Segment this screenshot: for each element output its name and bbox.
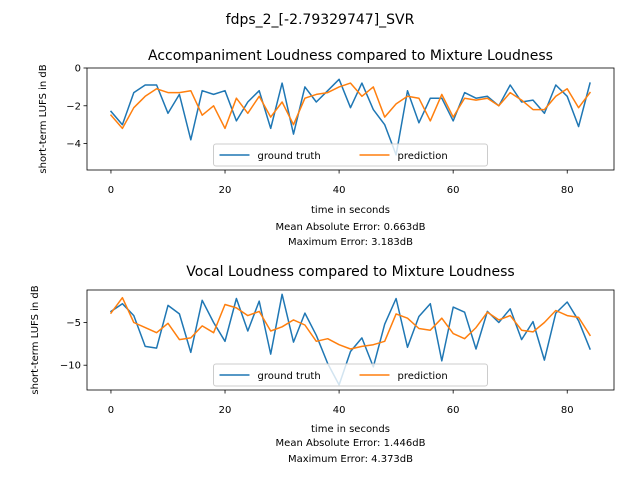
- x-tick-label: 80: [561, 185, 574, 196]
- x-tick-label: 20: [219, 185, 232, 196]
- figure-suptitle: fdps_2_[-2.79329747]_SVR: [226, 12, 415, 28]
- x-tick-label: 80: [561, 405, 574, 416]
- y-tick-label: −4: [66, 139, 81, 150]
- series-line-prediction: [109, 82, 592, 130]
- legend-label: prediction: [398, 371, 448, 382]
- y-tick-label: −5: [66, 318, 81, 329]
- x-axis-label: time in seconds: [311, 205, 390, 216]
- x-tick-label: 60: [447, 405, 460, 416]
- accompaniment-chart: Accompaniment Loudness compared to Mixtu…: [38, 48, 615, 248]
- y-axis-label: short-term LUFS in dB: [38, 64, 49, 173]
- chart-title: Accompaniment Loudness compared to Mixtu…: [148, 48, 553, 64]
- error-metric-label: Mean Absolute Error: 0.663dB: [276, 222, 426, 233]
- legend-label: ground truth: [258, 371, 321, 382]
- chart-title: Vocal Loudness compared to Mixture Loudn…: [186, 264, 514, 280]
- error-metric-label: Mean Absolute Error: 1.446dB: [276, 438, 426, 449]
- x-tick-label: 60: [447, 185, 460, 196]
- legend: ground truth prediction: [213, 363, 488, 387]
- legend: ground truth prediction: [213, 143, 488, 167]
- y-axis-label: short-term LUFS in dB: [30, 285, 41, 394]
- legend-box: [213, 363, 488, 387]
- y-tick-label: −10: [60, 361, 81, 372]
- series-line-ground-truth: [109, 293, 591, 386]
- series-line-ground-truth: [109, 78, 591, 156]
- series-line-prediction: [109, 296, 592, 350]
- axes-frame: [86, 289, 615, 391]
- x-tick-label: 20: [219, 405, 232, 416]
- x-axis-label: time in seconds: [311, 424, 390, 435]
- x-tick-label: 40: [333, 405, 346, 416]
- vocal-chart: Vocal Loudness compared to Mixture Loudn…: [30, 264, 615, 465]
- y-tick-label: −2: [66, 101, 81, 112]
- x-tick-label: 40: [333, 185, 346, 196]
- x-tick-label: 0: [108, 405, 114, 416]
- error-metric-label: Maximum Error: 4.373dB: [288, 454, 413, 465]
- y-tick-label: 0: [75, 64, 81, 75]
- legend-label: ground truth: [258, 151, 321, 162]
- error-metric-label: Maximum Error: 3.183dB: [288, 237, 413, 248]
- legend-box: [213, 143, 488, 167]
- x-tick-label: 0: [108, 185, 114, 196]
- axes-frame: [86, 67, 615, 171]
- legend-label: prediction: [398, 151, 448, 162]
